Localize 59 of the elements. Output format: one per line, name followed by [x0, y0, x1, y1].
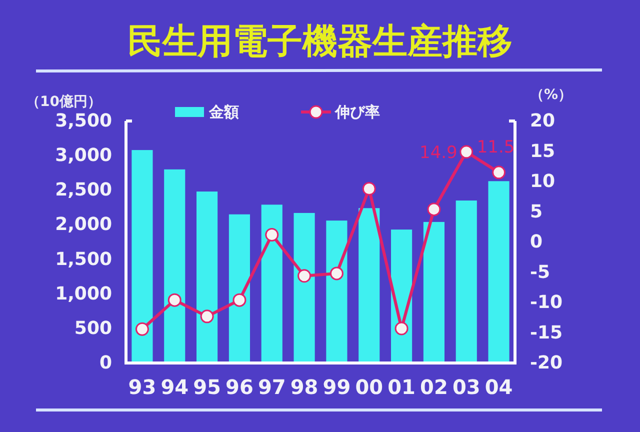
x-tick-label: 01	[388, 375, 416, 399]
data-label: 11.5	[476, 137, 515, 158]
legend-label: 金額	[208, 103, 239, 121]
y2-tick-label: 0	[530, 232, 543, 252]
point	[298, 269, 312, 283]
bar	[132, 150, 153, 363]
point	[362, 182, 376, 196]
x-tick-label: 96	[226, 375, 254, 399]
x-tick-label: 95	[193, 375, 221, 399]
chart-title: 民生用電子機器生産推移	[128, 22, 512, 62]
y2-tick-label: -10	[530, 292, 563, 313]
bar	[261, 204, 282, 363]
y-tick-label: 2,500	[55, 180, 112, 201]
x-tick-label: 94	[160, 375, 189, 399]
bar	[423, 222, 444, 363]
bar	[358, 208, 380, 363]
y2-tick-label: 15	[530, 140, 556, 162]
y-tick-label: 2,000	[55, 214, 112, 236]
point	[232, 293, 246, 307]
y-tick-label: 1,500	[55, 248, 112, 270]
x-tick-label: 97	[258, 375, 286, 399]
point	[265, 228, 279, 242]
point	[394, 322, 408, 336]
bar	[326, 220, 348, 363]
point	[168, 293, 182, 307]
bar	[488, 181, 510, 363]
y2-tick-label: 5	[530, 201, 543, 222]
x-tick-label: 93	[128, 375, 156, 399]
point	[330, 266, 344, 280]
y-tick-label: 500	[74, 318, 112, 339]
y2-tick-label: 10	[530, 171, 556, 192]
x-tick-label: 98	[290, 375, 318, 399]
x-tick-label: 03	[452, 375, 480, 399]
point	[492, 166, 506, 180]
y2-tick-label: 20	[530, 110, 556, 132]
point	[427, 202, 441, 216]
y-tick-label: 3,000	[55, 145, 112, 166]
y-axis-title: （10億円）	[26, 93, 102, 110]
point	[460, 145, 474, 159]
x-tick-label: 00	[355, 375, 384, 399]
x-tick-label: 02	[420, 375, 448, 399]
x-tick-label: 99	[322, 375, 351, 399]
y-tick-label: 1,000	[55, 283, 112, 304]
legend-label: 伸び率	[334, 103, 380, 121]
bar	[456, 200, 477, 363]
x-tick-label: 04	[484, 375, 513, 399]
y-tick-label: 3,500	[55, 110, 112, 132]
point	[200, 310, 214, 324]
y2-tick-label: -5	[530, 262, 550, 283]
bar	[196, 192, 218, 363]
y2-axis-title: （%）	[530, 87, 572, 103]
bar	[228, 214, 250, 363]
bar	[294, 212, 315, 363]
y2-tick-label: -15	[530, 322, 563, 344]
point	[135, 322, 149, 336]
y2-tick-label: -20	[530, 352, 563, 374]
data-label: 14.9	[420, 142, 458, 163]
bar	[164, 169, 186, 363]
y-tick-label: 0	[99, 352, 112, 374]
